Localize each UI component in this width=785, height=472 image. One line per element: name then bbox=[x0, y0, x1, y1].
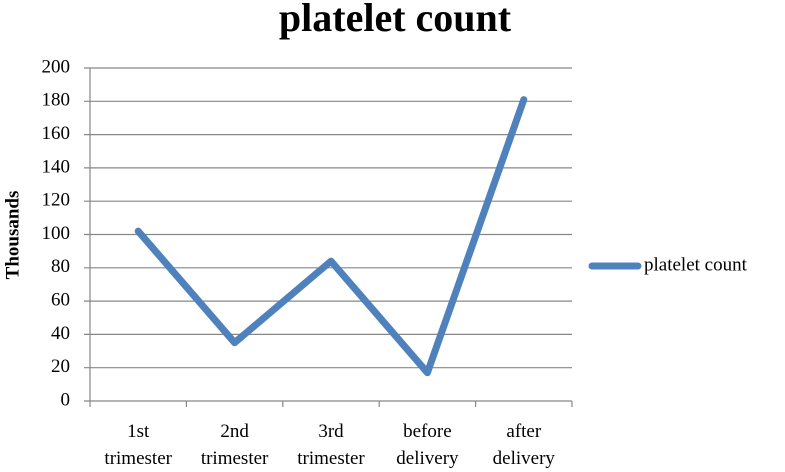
x-tick-label: after delivery bbox=[493, 421, 556, 469]
y-tick-label: 200 bbox=[42, 56, 71, 77]
y-tick-label: 180 bbox=[42, 90, 71, 111]
y-tick-label: 100 bbox=[42, 223, 71, 244]
x-tick-label: 1st trimester bbox=[104, 421, 172, 469]
y-tick-label: 0 bbox=[61, 389, 71, 410]
y-tick-label: 60 bbox=[51, 289, 70, 310]
y-axis-label: Thousands bbox=[2, 191, 23, 280]
y-tick-label: 80 bbox=[51, 256, 70, 277]
chart-title: platelet count bbox=[279, 0, 512, 40]
legend-label: platelet count bbox=[644, 254, 748, 275]
y-tick-label: 20 bbox=[51, 356, 70, 377]
line-series bbox=[134, 96, 528, 377]
x-tick-label: 3rd trimester bbox=[297, 421, 365, 469]
y-tick-label: 40 bbox=[51, 323, 70, 344]
x-tick-label: 2nd trimester bbox=[201, 421, 269, 469]
y-tick-label: 140 bbox=[42, 156, 71, 177]
y-tick-label: 160 bbox=[42, 123, 71, 144]
x-tick-label: before delivery bbox=[396, 421, 459, 469]
y-tick-label: 120 bbox=[42, 190, 71, 211]
